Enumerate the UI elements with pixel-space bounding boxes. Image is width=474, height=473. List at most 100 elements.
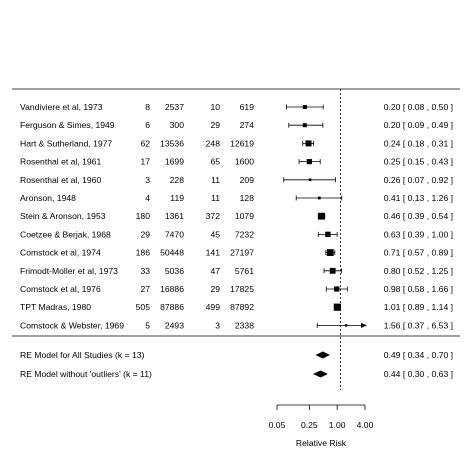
study-row: Comstock & Webster, 1969 5 2493 3 2338 1.56 […: [20, 320, 453, 330]
treated-negative: 5036: [165, 266, 184, 276]
study-label: TPT Madras, 1980: [20, 302, 91, 312]
summary-row: RE Model without 'outliers' (k = 11) 0.44…: [20, 369, 453, 379]
study-label: Vandiviere et al, 1973: [20, 102, 103, 112]
treated-negative: 16886: [160, 284, 184, 294]
study-row: Rosenthal et al, 1960 3 228 11 209 0.26 [ 0.0…: [20, 175, 453, 185]
treated-positive: 27: [140, 284, 150, 294]
point-estimate-marker: [318, 212, 325, 220]
treated-positive: 5: [145, 320, 150, 330]
study-label: Comstock et al, 1974: [20, 248, 101, 258]
study-rows: Vandiviere et al, 1973 8 2537 10 619 0.20 [ 0…: [20, 102, 453, 330]
control-positive: 11: [211, 193, 220, 203]
effect-estimate-text: 0.41 [ 0.13 , 1.26 ]: [384, 193, 453, 203]
point-estimate-marker: [302, 105, 307, 109]
control-positive: 499: [206, 302, 221, 312]
effect-estimate-text: 0.26 [ 0.07 , 0.92 ]: [384, 175, 453, 185]
study-label: Comstock et al, 1976: [20, 284, 101, 294]
treated-negative: 228: [170, 175, 185, 185]
point-estimate-marker: [305, 140, 312, 147]
point-estimate-marker: [334, 286, 340, 292]
summary-estimate-text: 0.49 [ 0.34 , 0.70 ]: [384, 350, 453, 360]
control-positive: 47: [210, 266, 220, 276]
control-negative: 128: [240, 193, 255, 203]
treated-negative: 2537: [165, 102, 184, 112]
effect-estimate-text: 0.80 [ 0.52 , 1.25 ]: [384, 266, 453, 276]
treated-positive: 62: [140, 138, 150, 148]
ci-arrow: [361, 322, 367, 328]
study-label: Rosenthal et al, 1961: [20, 157, 101, 167]
treated-negative: 1361: [165, 211, 184, 221]
treated-positive: 6: [145, 120, 150, 130]
effect-estimate-text: 0.25 [ 0.15 , 0.43 ]: [384, 157, 453, 167]
point-estimate-marker: [317, 196, 321, 200]
study-row: Comstock et al, 1974 186 50448 141 27197 0.71…: [20, 248, 453, 258]
x-tick-label: 1.00: [329, 420, 346, 430]
summary-rows: RE Model for All Studies (k = 13) 0.49 [ …: [20, 350, 453, 379]
study-row: Comstock et al, 1976 27 16886 29 17825 0.98 […: [20, 284, 453, 294]
control-positive: 29: [210, 120, 220, 130]
effect-estimate-text: 0.71 [ 0.57 , 0.89 ]: [384, 248, 453, 258]
study-row: Hart & Sutherland, 1977 62 13536 248 12619 0.…: [20, 138, 453, 148]
control-negative: 209: [240, 175, 255, 185]
control-positive: 372: [206, 211, 221, 221]
point-estimate-marker: [325, 231, 331, 238]
summary-diamond: [312, 370, 328, 378]
study-label: Rosenthal et al, 1960: [20, 175, 101, 185]
control-negative: 274: [240, 120, 255, 130]
study-label: Hart & Sutherland, 1977: [20, 138, 112, 148]
study-label: Stein & Aronson, 1953: [20, 211, 106, 221]
effect-estimate-text: 1.01 [ 0.89 , 1.14 ]: [384, 302, 453, 312]
treated-positive: 8: [145, 102, 150, 112]
control-negative: 1600: [235, 157, 254, 167]
study-row: Rosenthal et al, 1961 17 1699 65 1600 0.25 [ …: [20, 157, 453, 167]
control-positive: 141: [206, 248, 221, 258]
x-tick-label: 4.00: [357, 420, 374, 430]
study-row: Coetzee & Berjak, 1968 29 7470 45 7232 0.63 […: [20, 229, 453, 239]
study-row: Ferguson & Simes, 1949 6 300 29 274 0.20 [ 0.…: [20, 120, 453, 130]
effect-estimate-text: 0.98 [ 0.58 , 1.66 ]: [384, 284, 453, 294]
control-negative: 7232: [235, 229, 254, 239]
control-positive: 3: [215, 320, 220, 330]
point-estimate-marker: [329, 267, 336, 274]
summary-label: RE Model without 'outliers' (k = 11): [20, 369, 152, 379]
x-tick-label: 0.25: [301, 420, 318, 430]
treated-negative: 2493: [165, 320, 184, 330]
treated-positive: 29: [140, 229, 150, 239]
control-negative: 2338: [235, 320, 254, 330]
control-negative: 1079: [235, 211, 254, 221]
point-estimate-marker: [344, 324, 348, 327]
treated-negative: 1699: [165, 157, 184, 167]
control-negative: 5761: [235, 266, 254, 276]
control-positive: 45: [210, 229, 220, 239]
control-positive: 11: [211, 175, 220, 185]
control-negative: 17825: [230, 284, 254, 294]
study-label: Aronson, 1948: [20, 193, 76, 203]
study-row: Frimodt-Moller et al, 1973 33 5036 47 5761 0.…: [20, 266, 453, 276]
x-axis: 0.05 0.25 1.00 4.00: [269, 404, 374, 430]
treated-negative: 119: [170, 193, 184, 203]
control-negative: 12619: [230, 138, 254, 148]
summary-row: RE Model for All Studies (k = 13) 0.49 [ …: [20, 350, 453, 360]
effect-estimate-text: 0.46 [ 0.39 , 0.54 ]: [384, 211, 453, 221]
treated-positive: 180: [136, 211, 151, 221]
effect-estimate-text: 0.63 [ 0.39 , 1.00 ]: [384, 229, 453, 239]
treated-positive: 186: [136, 248, 151, 258]
summary-diamond: [315, 351, 330, 359]
treated-positive: 505: [136, 302, 151, 312]
study-row: Vandiviere et al, 1973 8 2537 10 619 0.20 [ 0…: [20, 102, 453, 112]
control-positive: 248: [206, 138, 221, 148]
treated-positive: 4: [145, 193, 150, 203]
control-negative: 619: [240, 102, 255, 112]
control-positive: 10: [210, 102, 220, 112]
point-estimate-marker: [302, 123, 307, 128]
effect-estimate-text: 0.20 [ 0.09 , 0.49 ]: [384, 120, 453, 130]
control-negative: 87892: [230, 302, 254, 312]
control-positive: 65: [210, 157, 220, 167]
point-estimate-marker: [306, 159, 312, 165]
treated-positive: 3: [145, 175, 150, 185]
study-label: Comstock & Webster, 1969: [20, 320, 124, 330]
study-label: Ferguson & Simes, 1949: [20, 120, 115, 130]
point-estimate-marker: [326, 249, 334, 256]
study-row: Aronson, 1948 4 119 11 128 0.41 [ 0.13 , 1.26…: [20, 193, 453, 203]
